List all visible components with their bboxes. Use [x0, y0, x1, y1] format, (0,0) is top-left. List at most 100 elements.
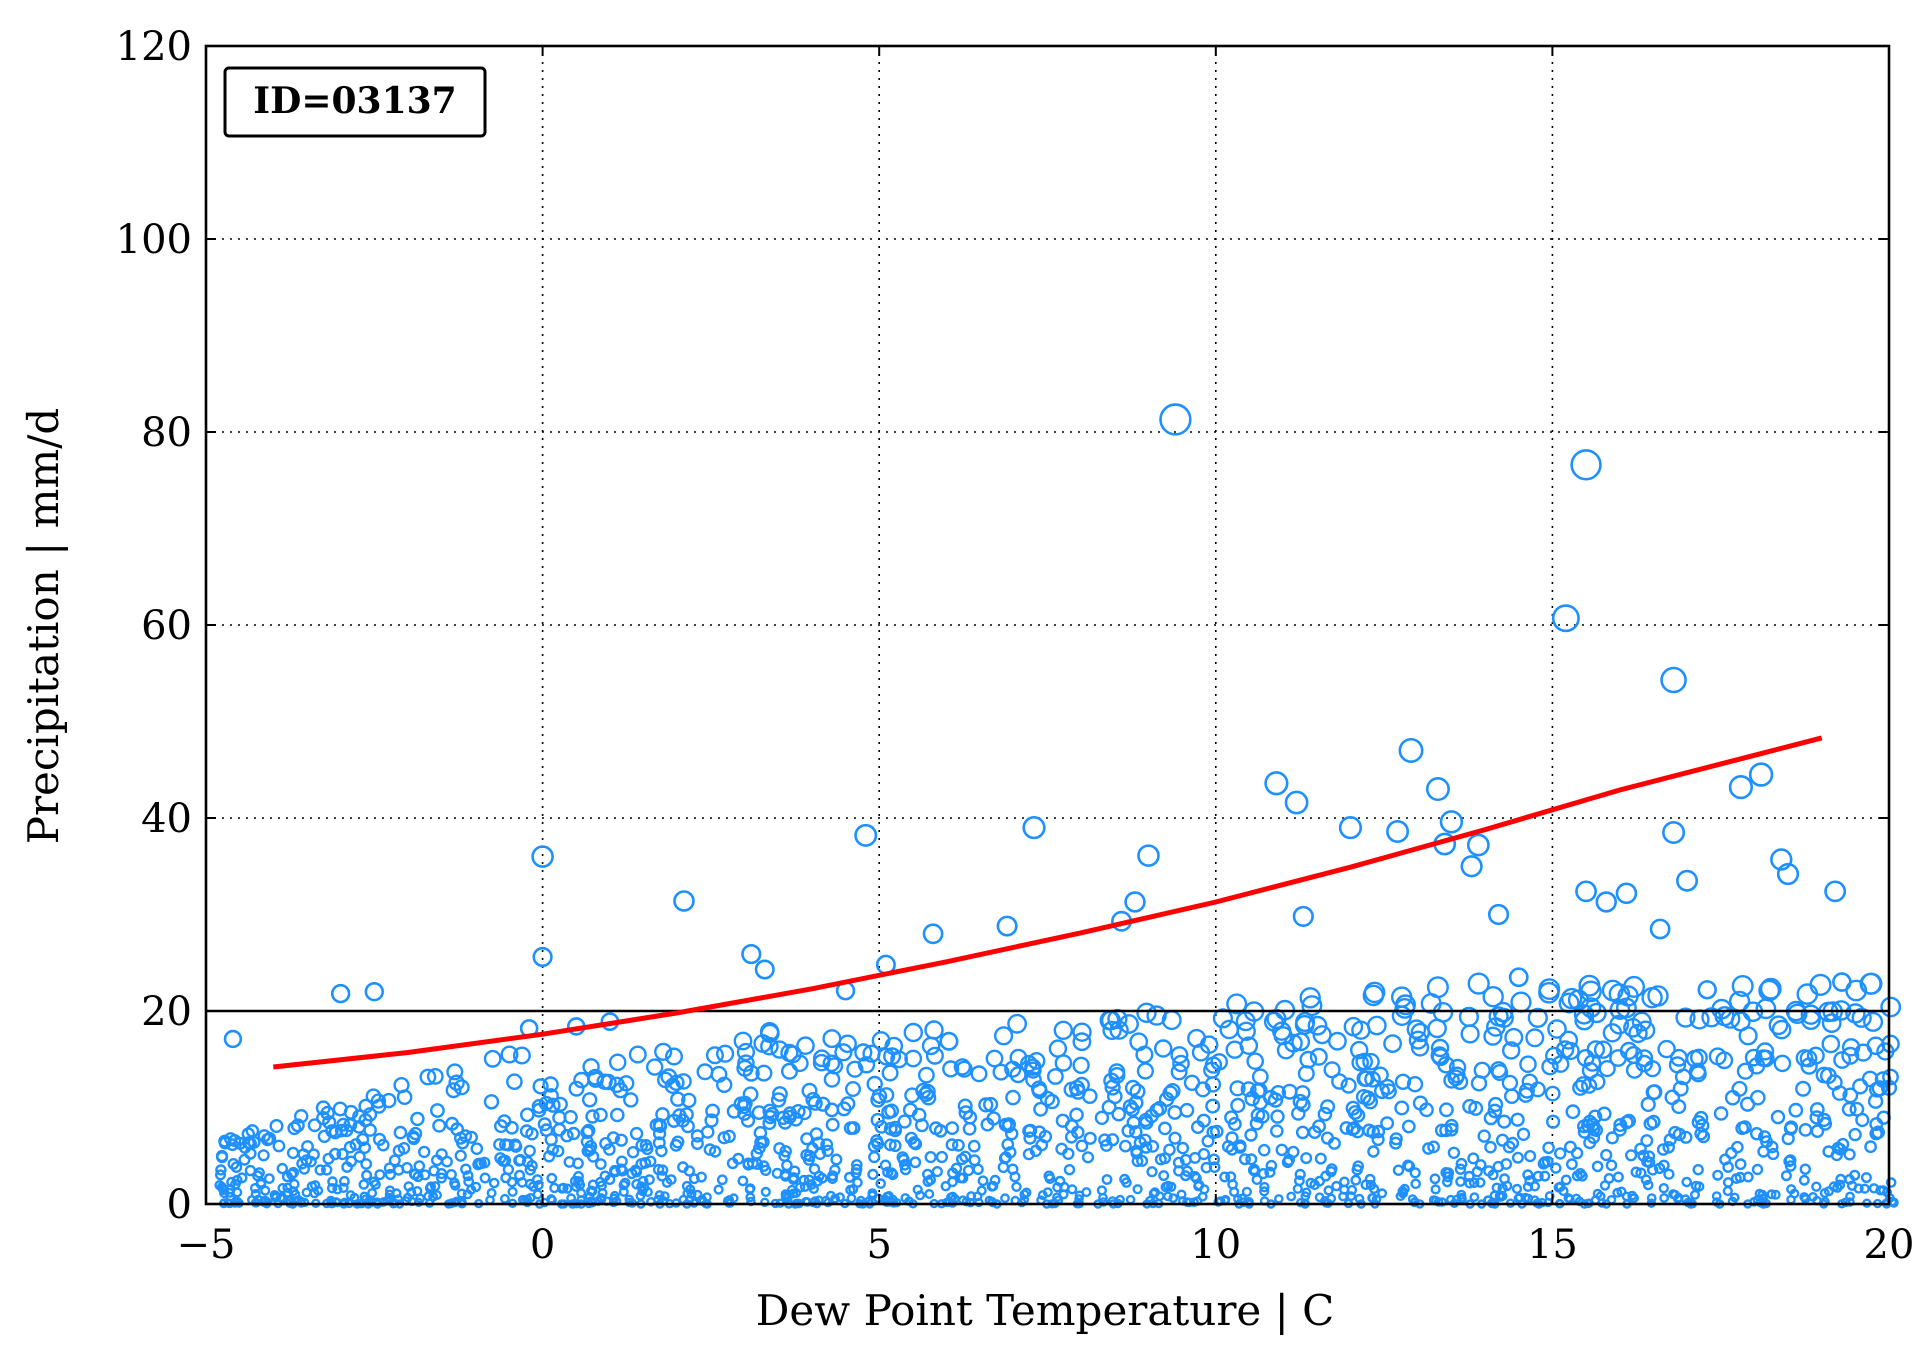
data-point — [1072, 1056, 1090, 1075]
data-point — [1136, 1062, 1155, 1080]
data-point — [924, 1150, 937, 1164]
data-point — [682, 1188, 693, 1199]
data-point — [1513, 1193, 1524, 1204]
data-point — [1647, 985, 1669, 1007]
data-point — [1360, 1179, 1372, 1190]
data-point — [955, 1060, 973, 1078]
data-point — [470, 1181, 482, 1193]
data-point — [572, 1157, 584, 1170]
data-point — [1055, 1113, 1070, 1128]
data-point — [909, 1156, 922, 1169]
data-point — [1738, 1120, 1752, 1135]
data-point — [1630, 1166, 1642, 1178]
data-point — [1362, 1123, 1376, 1138]
data-point — [1444, 1122, 1459, 1137]
data-point — [562, 1183, 573, 1194]
data-point — [1309, 1047, 1328, 1066]
data-point — [1295, 1012, 1316, 1033]
x-tick-label: 10 — [1190, 1222, 1241, 1268]
data-point — [1124, 891, 1146, 913]
data-point — [939, 1032, 959, 1051]
data-point — [1362, 984, 1385, 1007]
data-point — [585, 1185, 597, 1197]
data-point — [993, 1026, 1014, 1046]
data-point — [1343, 1016, 1364, 1037]
data-point — [1139, 1141, 1153, 1154]
data-point — [700, 1125, 715, 1139]
data-point — [1075, 1139, 1089, 1153]
data-point — [1002, 1117, 1017, 1132]
data-point — [294, 1108, 309, 1124]
data-point — [594, 1158, 607, 1171]
data-point — [1225, 1131, 1239, 1145]
data-point — [1439, 1123, 1453, 1138]
data-point — [867, 1168, 879, 1181]
data-point — [1119, 1173, 1131, 1185]
data-point — [985, 1049, 1004, 1068]
data-point — [419, 1169, 431, 1181]
data-point — [1101, 1174, 1113, 1185]
data-point — [1297, 1065, 1315, 1083]
data-point — [445, 1082, 462, 1099]
data-point — [1544, 1085, 1561, 1102]
data-point — [532, 1189, 543, 1200]
data-point — [1798, 1174, 1810, 1186]
data-point — [925, 1046, 944, 1065]
data-point — [1511, 1183, 1523, 1195]
data-point — [1219, 1019, 1239, 1040]
data-point — [1788, 1102, 1804, 1118]
data-point — [309, 1188, 320, 1199]
data-point — [1377, 1188, 1388, 1199]
data-point — [1246, 1052, 1264, 1070]
data-point — [1731, 1173, 1742, 1184]
data-point — [483, 1094, 500, 1110]
data-point — [1398, 737, 1424, 763]
data-point — [1711, 1191, 1722, 1202]
data-point — [1657, 1039, 1676, 1059]
data-point — [1383, 1034, 1403, 1054]
data-point — [1299, 1050, 1318, 1069]
data-point — [1722, 1177, 1734, 1188]
data-point — [857, 1056, 876, 1074]
data-point — [921, 1168, 934, 1180]
data-point — [903, 1022, 923, 1043]
data-point — [822, 1029, 842, 1049]
data-point — [1020, 1054, 1038, 1073]
data-point — [1212, 1008, 1233, 1029]
data-point — [1635, 1167, 1647, 1179]
data-point — [1598, 1059, 1616, 1078]
data-point — [372, 1197, 383, 1207]
data-point — [1158, 1091, 1175, 1108]
data-point — [1731, 975, 1754, 998]
data-point — [972, 1163, 984, 1176]
data-point — [823, 1071, 841, 1088]
data-point — [1573, 1004, 1595, 1025]
data-point — [737, 1106, 752, 1121]
data-point — [338, 1175, 350, 1187]
data-point — [1129, 1125, 1143, 1139]
data-point — [1662, 1141, 1675, 1154]
data-point — [644, 1155, 657, 1168]
data-point — [997, 1161, 1010, 1174]
data-point — [236, 1172, 248, 1184]
data-point — [1671, 1099, 1687, 1115]
data-point — [413, 1160, 426, 1172]
data-point — [1295, 1097, 1311, 1113]
data-point — [1025, 1071, 1042, 1089]
data-point — [1672, 1080, 1689, 1097]
data-point — [593, 1107, 608, 1123]
data-point — [1098, 1133, 1112, 1147]
data-point — [1757, 1189, 1768, 1200]
data-point — [1841, 1046, 1860, 1065]
data-point — [1754, 1049, 1773, 1068]
data-point — [1851, 1007, 1872, 1028]
data-point — [1695, 1118, 1710, 1133]
data-point — [1766, 1189, 1777, 1200]
data-point — [1643, 1156, 1656, 1169]
data-point — [812, 1049, 831, 1068]
data-point — [1832, 972, 1852, 992]
data-point — [286, 1146, 300, 1160]
data-point — [1482, 986, 1504, 1008]
data-point — [1168, 1193, 1179, 1204]
